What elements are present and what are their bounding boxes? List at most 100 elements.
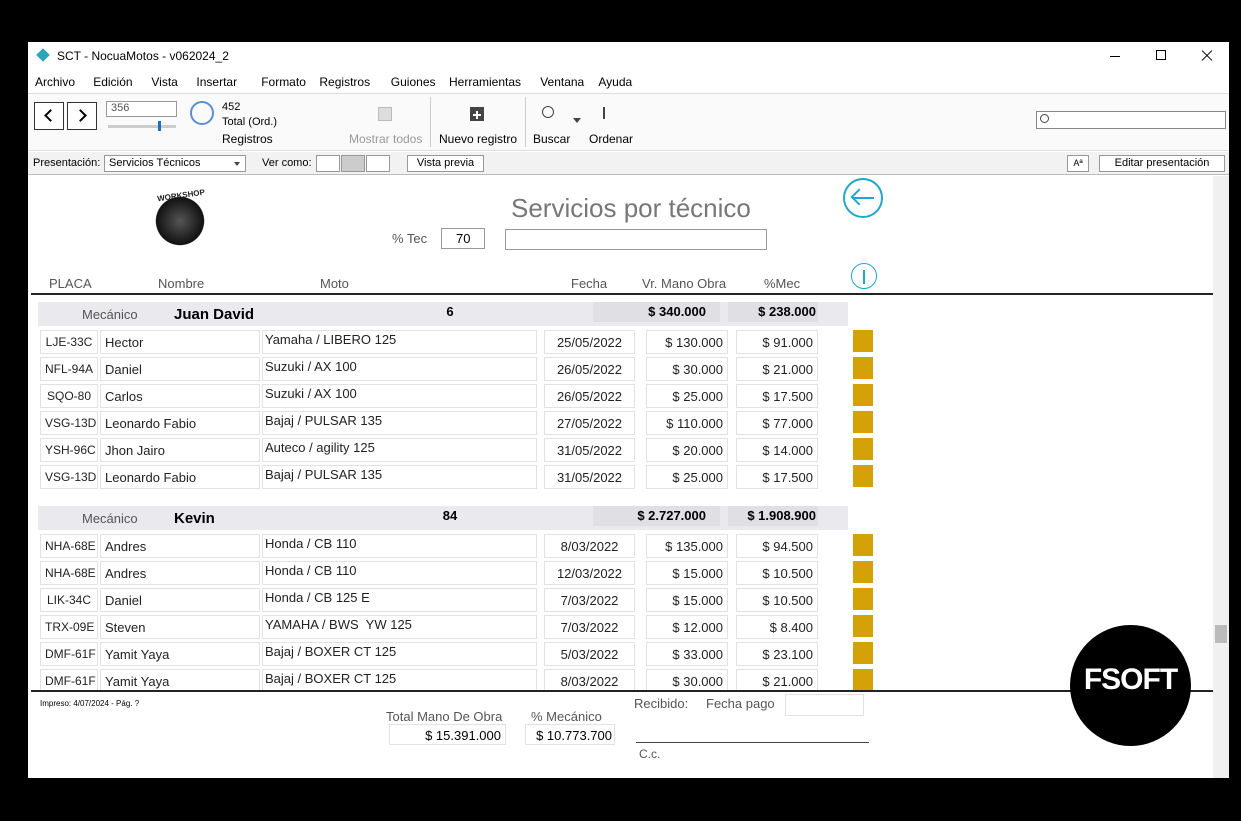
empty-field[interactable] (505, 229, 767, 250)
cell: Steven (100, 615, 260, 639)
prev-button[interactable] (34, 102, 64, 130)
view-as-button[interactable] (341, 155, 365, 172)
received-label: Recibido: (634, 696, 689, 711)
record-field[interactable]: 356 (106, 101, 177, 117)
cell: $ 110.000 (646, 411, 728, 435)
menu-item[interactable]: Edición (93, 75, 133, 89)
row-button[interactable] (853, 384, 873, 406)
cell: NHA-68E (40, 534, 98, 558)
cell: Carlos (100, 384, 260, 408)
cell: 5/03/2022 (544, 642, 635, 666)
menu-item[interactable]: Herramientas (449, 75, 522, 89)
cell: 31/05/2022 (544, 465, 635, 489)
cell: Bajaj / PULSAR 135 (262, 465, 537, 489)
quick-find[interactable] (1036, 111, 1226, 129)
cell: $ 17.500 (736, 384, 818, 408)
row-button[interactable] (853, 615, 873, 637)
quick-find-icon (1040, 114, 1049, 123)
cell: $ 20.000 (646, 438, 728, 462)
maximize-button[interactable] (1156, 50, 1166, 60)
header-rule (31, 293, 1213, 295)
edit-layout-button[interactable]: Editar presentación (1099, 155, 1225, 172)
cell: 8/03/2022 (544, 534, 635, 558)
cell: $ 25.000 (646, 384, 728, 408)
row-button[interactable] (853, 642, 873, 664)
new-record-button[interactable]: Nuevo registro (439, 132, 518, 146)
mec-label: % Mecánico (531, 709, 602, 724)
cell: Honda / CB 125 E (262, 588, 537, 612)
cell: $ 8.400 (736, 615, 818, 639)
cell: 27/05/2022 (544, 411, 635, 435)
logo (152, 193, 208, 249)
cell: Bajaj / BOXER CT 125 (262, 669, 537, 690)
row-button[interactable] (853, 357, 873, 379)
row-button[interactable] (853, 561, 873, 583)
cell: $ 10.500 (736, 561, 818, 585)
group-mec: $ 238.000 (728, 302, 818, 322)
tec-label: % Tec (392, 231, 428, 246)
report-body: Mecánico Juan David 6 $ 340.000 $ 238.000 LJE… (28, 295, 1213, 690)
cell: TRX-09E (40, 615, 98, 639)
row-button[interactable] (853, 534, 873, 556)
cell: $ 33.000 (646, 642, 728, 666)
group-total: $ 2.727.000 (593, 506, 720, 526)
column-header: Moto (320, 276, 349, 291)
cell: Honda / CB 110 (262, 561, 537, 585)
sort-button[interactable]: Ordenar (589, 132, 634, 146)
cell: $ 30.000 (646, 669, 728, 690)
footer-rule (31, 690, 1213, 692)
cell: 26/05/2022 (544, 357, 635, 381)
cell: Yamit Yaya (100, 642, 260, 666)
back-button[interactable] (843, 178, 883, 218)
menu-item[interactable]: Formato (261, 75, 306, 89)
up-button[interactable] (851, 263, 877, 289)
row-button[interactable] (853, 411, 873, 433)
cell: Auteco / agility 125 (262, 438, 537, 462)
cell: VSG-13D (40, 465, 98, 489)
menu-item[interactable]: Guiones (390, 75, 436, 89)
minimize-button[interactable] (1110, 56, 1120, 57)
cell: NHA-68E (40, 561, 98, 585)
show-all-button[interactable]: Mostrar todos (349, 132, 423, 146)
find-dropdown (573, 118, 581, 123)
mec-value: $ 10.773.700 (525, 724, 615, 745)
records-label: Registros (222, 132, 273, 146)
scrollbar (1213, 176, 1229, 778)
layout-select[interactable]: Servicios Técnicos (104, 155, 246, 172)
menu-item[interactable]: Archivo (35, 75, 76, 89)
printed-date: Impreso: 4/07/2024 - Pág. ? (40, 699, 140, 708)
cell: Daniel (100, 357, 260, 381)
app-window: SCT - NocuaMotos - v062024_2 Archivo Edici… (28, 42, 1229, 778)
preview-button[interactable]: Vista previa (407, 155, 484, 172)
total-value: $ 15.391.000 (389, 724, 506, 745)
text-format-button[interactable]: Aª (1067, 155, 1089, 172)
cell: $ 14.000 (736, 438, 818, 462)
app-icon (36, 48, 50, 62)
group-total: $ 340.000 (593, 302, 720, 322)
row-button[interactable] (853, 588, 873, 610)
row-button[interactable] (853, 438, 873, 460)
menu-item[interactable]: Registros (319, 75, 371, 89)
cell: VSG-13D (40, 411, 98, 435)
scroll-thumb[interactable] (1215, 625, 1227, 643)
find-button[interactable]: Buscar (533, 132, 571, 146)
cell: $ 15.000 (646, 561, 728, 585)
find-icon (542, 106, 554, 118)
view-as-button[interactable] (366, 155, 390, 172)
view-as-label: Ver como: (262, 157, 312, 169)
menu-item[interactable]: Vista (151, 75, 178, 89)
menu-item[interactable]: Ventana (540, 75, 585, 89)
cell: Leonardo Fabio (100, 465, 260, 489)
separator (525, 97, 526, 147)
menu-item[interactable]: Insertar (196, 75, 238, 89)
row-button[interactable] (853, 330, 873, 352)
row-button[interactable] (853, 669, 873, 690)
slider-thumb (158, 121, 161, 131)
menu-item[interactable]: Ayuda (598, 75, 633, 89)
total-label: Total (Ord.) (222, 116, 278, 128)
tec-field[interactable]: 70 (441, 228, 485, 249)
next-button[interactable] (67, 102, 97, 130)
view-as-button[interactable] (316, 155, 340, 172)
row-button[interactable] (853, 465, 873, 487)
mechanic-name: Juan David (174, 306, 255, 323)
